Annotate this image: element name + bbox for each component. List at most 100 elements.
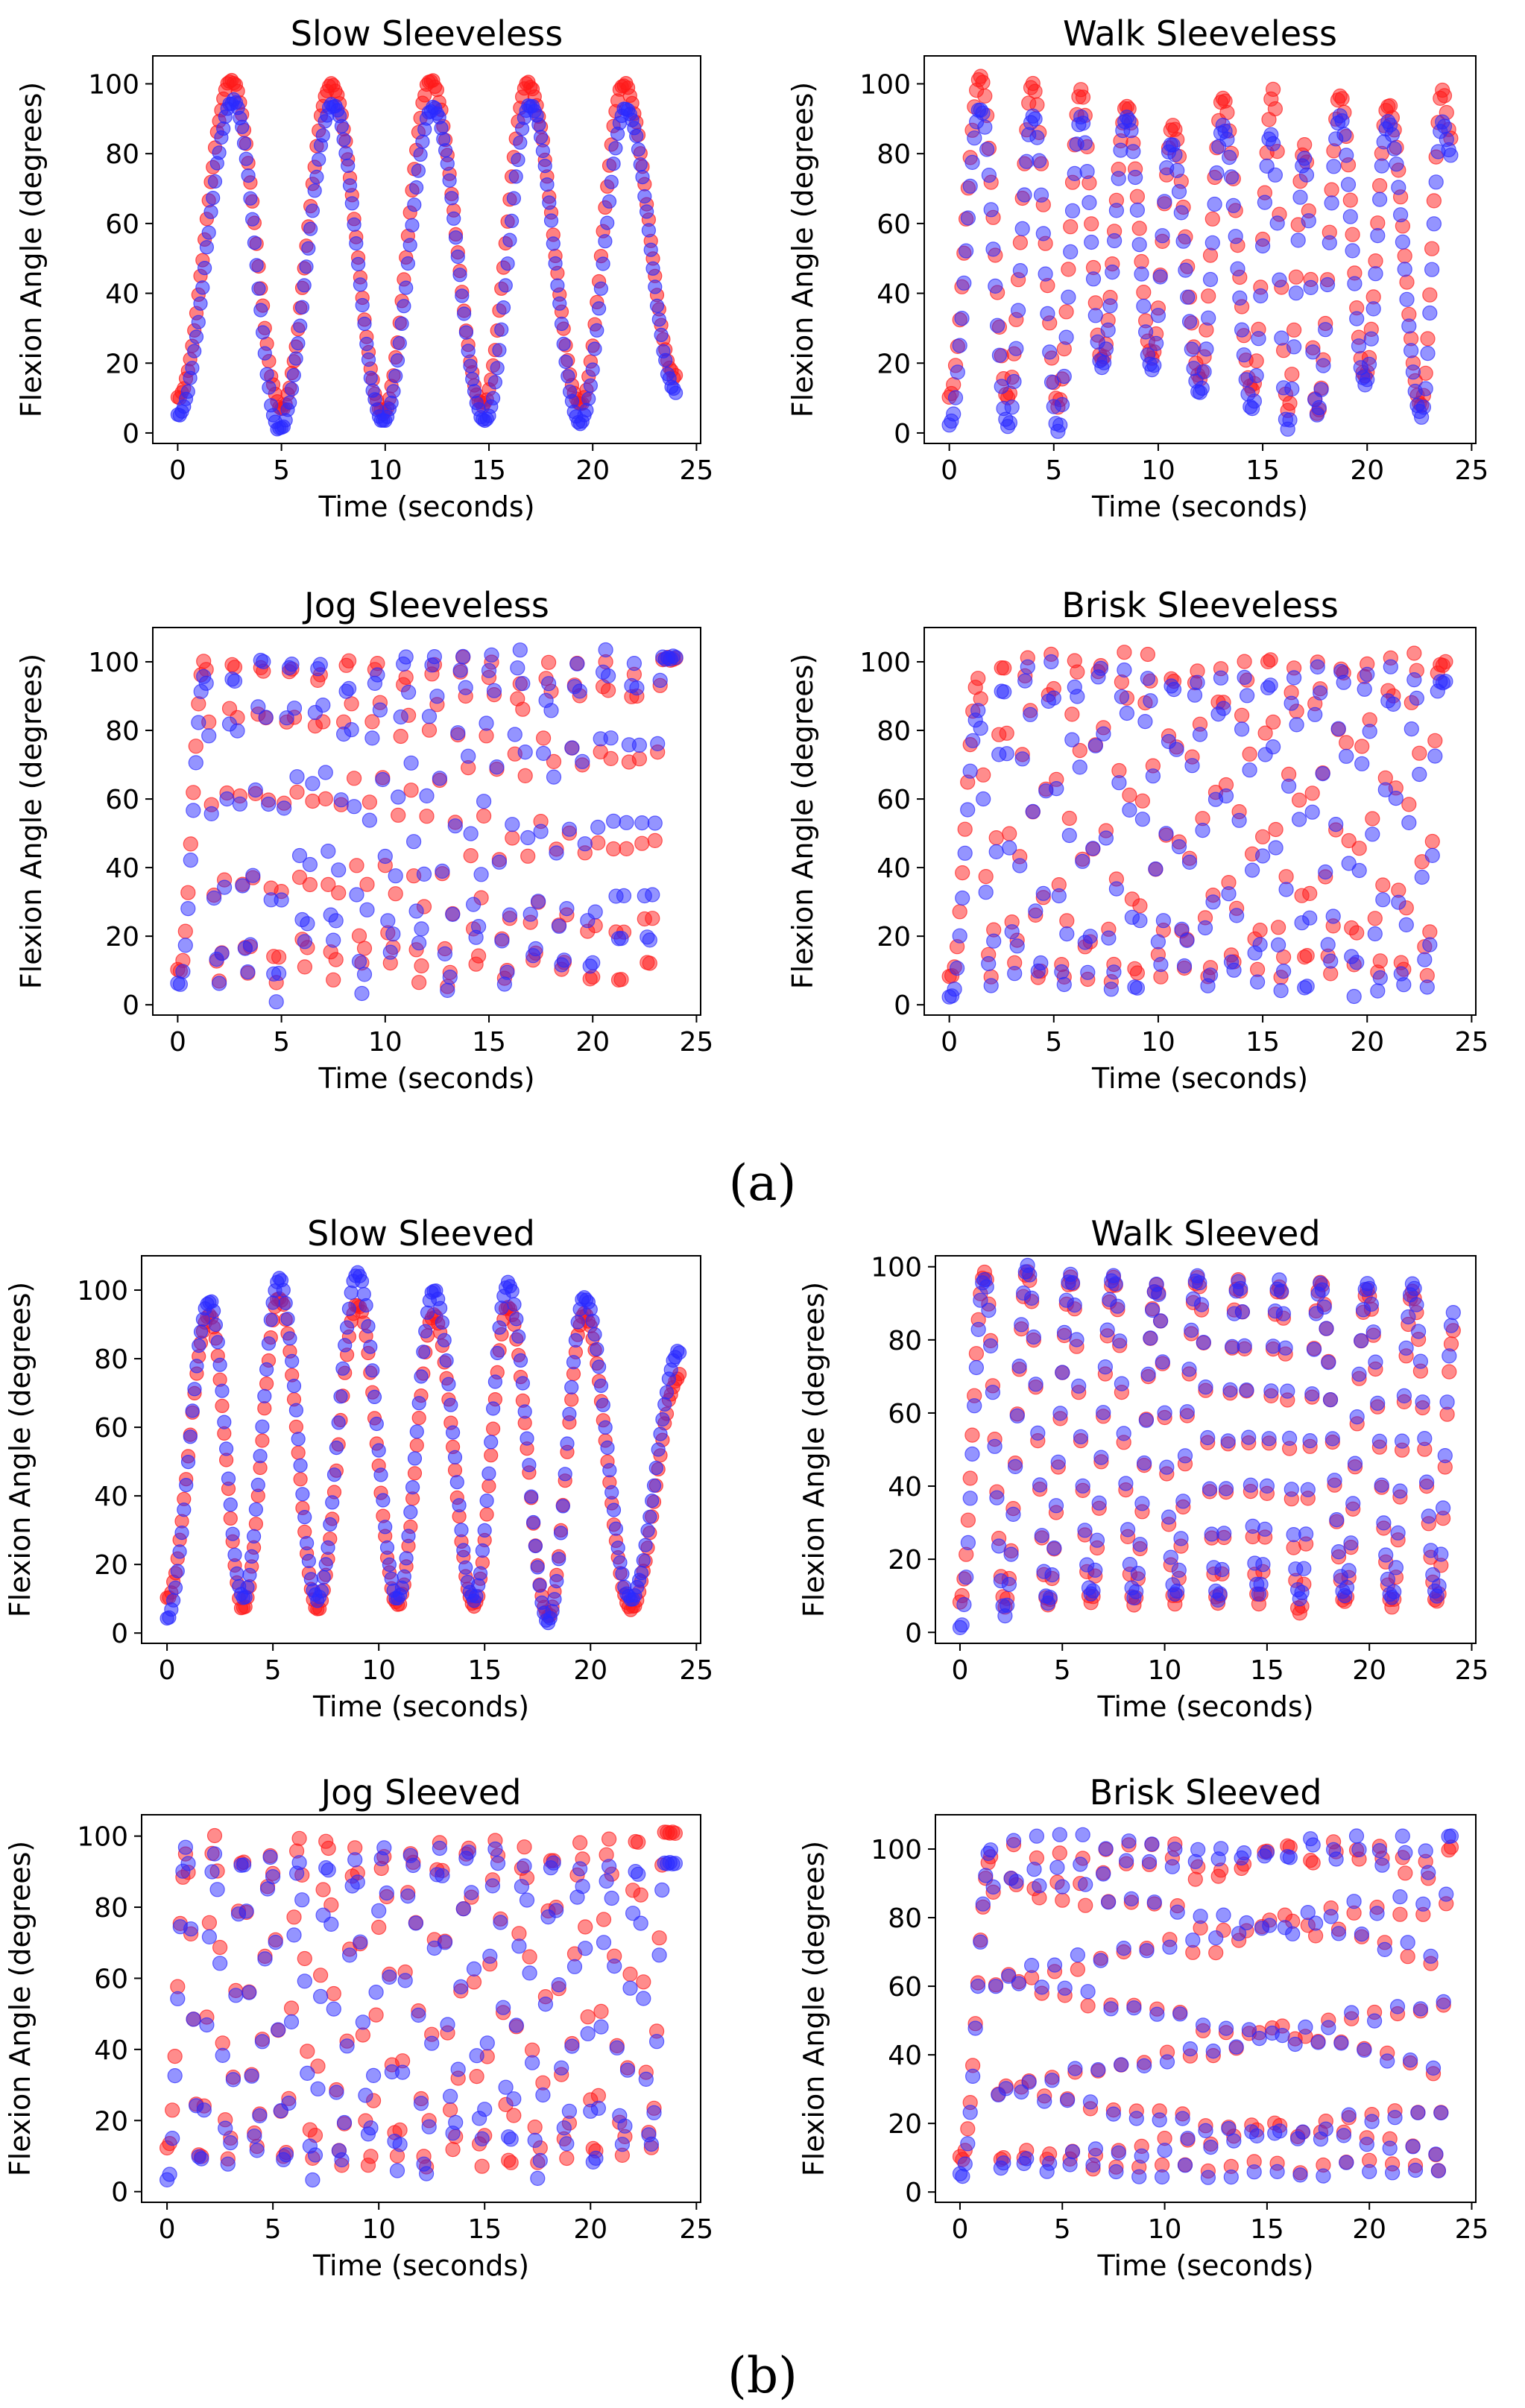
data-point [242,1567,257,1582]
data-point [1368,253,1383,269]
data-point [549,1574,564,1589]
data-point [1347,276,1363,291]
data-point [952,904,967,920]
data-point [450,249,465,265]
data-point [1028,903,1043,919]
data-point [1407,2162,1424,2178]
data-point [386,384,401,399]
data-point [954,1617,970,1633]
data-point [177,1502,192,1517]
data-point [1014,2084,1029,2100]
data-point [1080,1984,1096,2000]
data-point [1196,364,1212,379]
data-point [172,1544,187,1559]
data-point [960,2121,976,2137]
data-point [185,361,200,376]
data-point [358,2088,373,2103]
data-point [484,1878,501,1894]
data-point [247,2129,262,2144]
data-point [1303,279,1319,295]
data-point [602,1463,617,1478]
data-point [1267,101,1284,117]
data-point [619,841,634,857]
data-point [1181,314,1198,329]
data-point [1032,153,1047,168]
y-tick-label: 40 [877,853,911,884]
y-tick-label: 80 [877,716,911,747]
data-point [585,362,600,377]
data-point [517,1839,532,1855]
data-point [1273,982,1289,999]
data-point [170,1991,186,2006]
data-point [1245,1518,1260,1535]
data-point [261,1336,277,1351]
data-point [1228,229,1243,244]
data-point [619,2062,636,2078]
data-point [162,2167,177,2182]
data-point [1212,1586,1228,1602]
data-point [372,702,388,718]
x-tick-label: 15 [472,455,506,486]
data-point [622,1966,638,1982]
data-point [498,2079,514,2095]
data-point [409,1438,424,1453]
data-point [616,888,632,904]
data-point [336,2114,353,2131]
data-point [212,1956,228,1971]
data-point [1098,341,1114,357]
data-point [1171,1562,1187,1578]
data-point [1063,244,1079,259]
data-point [1395,234,1411,250]
data-point [198,261,212,276]
data-point [282,395,297,410]
data-point [477,2102,493,2117]
data-point [1058,304,1074,320]
data-point [321,876,336,893]
data-point [204,1864,220,1880]
data-point [252,2108,268,2123]
data-point [562,1406,577,1421]
axes-frame [923,627,1477,1016]
data-point [601,1831,617,1847]
y-tick-label: 0 [122,990,139,1021]
data-point [1370,228,1386,244]
data-point [640,1523,655,1538]
data-point [1219,131,1235,148]
data-point [1134,793,1151,809]
data-point [1422,287,1438,303]
data-point [1128,2111,1144,2126]
data-point [1281,778,1297,794]
data-point [440,2017,455,2032]
data-point [1004,399,1020,415]
data-point [435,1315,450,1330]
data-point [1287,2036,1303,2053]
data-point [195,280,210,295]
data-point [978,868,994,885]
data-point [1367,911,1383,926]
data-point [456,1543,471,1558]
data-point [1131,221,1147,236]
data-point [1152,2112,1167,2128]
x-tick-label: 10 [1141,455,1175,486]
data-point [465,372,480,387]
data-point [506,191,522,206]
data-point [1390,1525,1406,1540]
data-point [363,2120,379,2136]
data-point [645,1493,660,1508]
data-point [648,279,663,294]
data-point [653,1426,668,1441]
data-point [470,918,487,935]
data-point [250,1477,265,1493]
data-point [509,1312,524,1327]
data-point [1442,1348,1457,1364]
data-point [558,354,573,370]
data-point [517,1404,532,1419]
data-point [198,675,214,691]
data-point [593,2003,609,2019]
data-point [363,370,378,385]
data-point [236,1857,252,1873]
data-point [1292,189,1308,205]
data-point [1218,1481,1234,1497]
